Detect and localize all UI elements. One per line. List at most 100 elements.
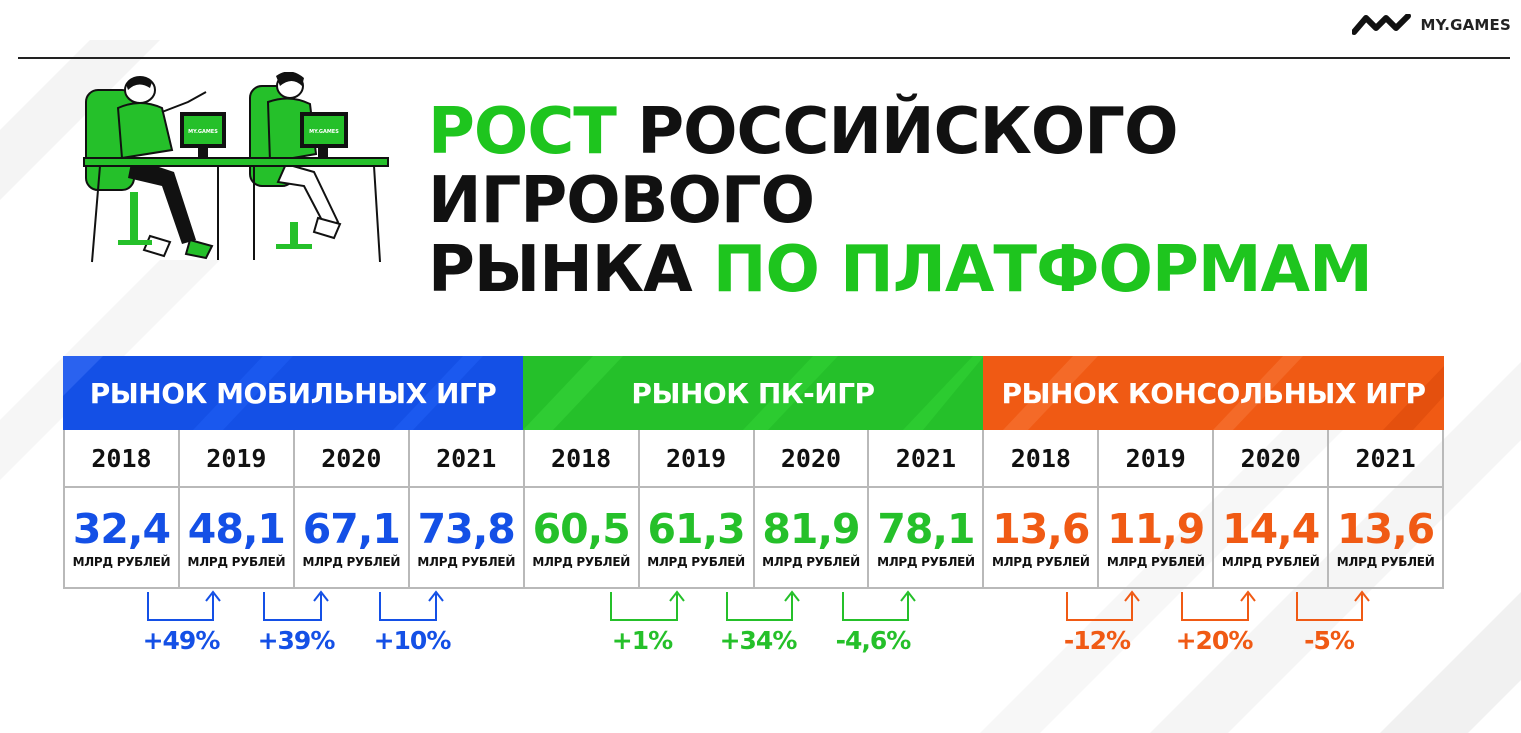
header-console: РЫНОК КОНСОЛЬНЫХ ИГР	[983, 356, 1444, 430]
value-cell: 67,1 МЛРД РУБЛЕЙ	[295, 488, 410, 587]
growth-arrow-line	[263, 592, 322, 621]
growth-arrow-line	[379, 592, 437, 621]
unit-label: МЛРД РУБЛЕЙ	[302, 554, 401, 569]
market-headers: РЫНОК МОБИЛЬНЫХ ИГР РЫНОК ПК-ИГР РЫНОК К…	[63, 356, 1444, 430]
market-table: РЫНОК МОБИЛЬНЫХ ИГР РЫНОК ПК-ИГР РЫНОК К…	[63, 356, 1444, 589]
change-pc-2020: +34%	[719, 626, 798, 655]
unit-label: МЛРД РУБЛЕЙ	[72, 554, 171, 569]
year-label: 2020	[780, 443, 842, 473]
value-cell: 13,6 МЛРД РУБЛЕЙ	[984, 488, 1100, 587]
year-cell: 2019	[1099, 430, 1215, 486]
year-cell: 2020	[295, 430, 410, 486]
unit-label: МЛРД РУБЛЕЙ	[417, 554, 516, 569]
growth-arrow-line	[610, 592, 678, 621]
title-part-1: РОССИЙСКОГО ИГРОВОГО	[428, 95, 1178, 238]
brand-name: MY.GAMES	[1420, 16, 1511, 34]
monitor-logo-right: MY.GAMES	[309, 129, 339, 135]
year-label: 2021	[895, 443, 957, 473]
change-pc-2019: +1%	[611, 626, 673, 655]
brand-logo: MY.GAMES	[1352, 14, 1511, 36]
value-console-2018: 13,6	[992, 504, 1090, 553]
year-cell: 2018	[525, 430, 640, 486]
change-console-2020: +20%	[1175, 626, 1254, 655]
year-label: 2019	[206, 443, 267, 473]
value-cell: 13,6 МЛРД РУБЛЕЙ	[1329, 488, 1442, 587]
growth-arrow-line	[1066, 592, 1133, 621]
value-pc-2019: 61,3	[647, 504, 745, 553]
arrow-head-icon	[669, 590, 685, 602]
value-console-2019: 11,9	[1107, 504, 1205, 553]
value-cell: 81,9 МЛРД РУБЛЕЙ	[755, 488, 870, 587]
year-cell: 2020	[755, 430, 870, 486]
unit-label: МЛРД РУБЛЕЙ	[532, 554, 630, 569]
years-row: 2018 2019 2020 2021 2018 2019 2020 2021 …	[65, 430, 1442, 488]
value-cell: 11,9 МЛРД РУБЛЕЙ	[1099, 488, 1215, 587]
change-console-2021: -5%	[1304, 626, 1355, 655]
arrow-head-icon	[428, 590, 444, 602]
year-label: 2021	[436, 443, 497, 473]
arrow-head-icon	[1124, 590, 1140, 602]
growth-arrow-line	[1181, 592, 1249, 621]
value-cell: 73,8 МЛРД РУБЛЕЙ	[410, 488, 525, 587]
year-label: 2021	[1355, 443, 1416, 473]
year-cell: 2019	[180, 430, 295, 486]
value-cell: 61,3 МЛРД РУБЛЕЙ	[640, 488, 755, 587]
arrow-head-icon	[313, 590, 329, 602]
year-label: 2019	[665, 443, 727, 473]
unit-label: МЛРД РУБЛЕЙ	[647, 554, 745, 569]
change-mobile-2020: +39%	[257, 626, 336, 655]
value-mobile-2019: 48,1	[187, 504, 286, 553]
unit-label: МЛРД РУБЛЕЙ	[877, 554, 975, 569]
title-accent-platforms: ПО ПЛАТФОРМАМ	[712, 233, 1373, 307]
value-mobile-2021: 73,8	[417, 504, 516, 553]
arrow-head-icon	[205, 590, 221, 602]
header-divider	[18, 57, 1510, 59]
unit-label: МЛРД РУБЛЕЙ	[1336, 554, 1435, 569]
year-cell: 2021	[1329, 430, 1442, 486]
unit-label: МЛРД РУБЛЕЙ	[762, 554, 860, 569]
arrow-head-icon	[1354, 590, 1370, 602]
year-label: 2018	[91, 443, 152, 473]
growth-arrow-line	[147, 592, 214, 621]
year-label: 2019	[1125, 443, 1186, 473]
year-cell: 2021	[869, 430, 985, 486]
value-cell: 78,1 МЛРД РУБЛЕЙ	[869, 488, 985, 587]
year-cell: 2018	[65, 430, 180, 486]
monitor-logo-left: MY.GAMES	[188, 129, 218, 135]
year-label: 2018	[551, 443, 612, 473]
unit-label: МЛРД РУБЛЕЙ	[1106, 554, 1205, 569]
value-cell: 60,5 МЛРД РУБЛЕЙ	[525, 488, 640, 587]
year-cell: 2019	[640, 430, 755, 486]
brand-logo-icon	[1352, 14, 1412, 35]
arrow-head-icon	[784, 590, 800, 602]
arrow-head-icon	[1240, 590, 1256, 602]
value-cell: 48,1 МЛРД РУБЛЕЙ	[180, 488, 295, 587]
change-mobile-2019: +49%	[142, 626, 221, 655]
year-cell: 2020	[1214, 430, 1330, 486]
value-mobile-2020: 67,1	[302, 504, 401, 553]
title-accent-growth: РОСТ	[428, 95, 617, 169]
header-mobile: РЫНОК МОБИЛЬНЫХ ИГР	[63, 356, 523, 430]
table-grid: 2018 2019 2020 2021 2018 2019 2020 2021 …	[63, 430, 1444, 589]
year-cell: 2021	[410, 430, 525, 486]
growth-arrow-line	[1296, 592, 1363, 621]
value-pc-2020: 81,9	[762, 504, 860, 553]
year-label: 2018	[1010, 443, 1071, 473]
unit-label: МЛРД РУБЛЕЙ	[187, 554, 286, 569]
growth-arrow-line	[726, 592, 793, 621]
change-mobile-2021: +10%	[373, 626, 452, 655]
value-cell: 14,4 МЛРД РУБЛЕЙ	[1214, 488, 1330, 587]
year-label: 2020	[1240, 443, 1301, 473]
gamers-illustration: MY.GAMES MY.GAMES	[83, 72, 389, 263]
value-console-2021: 13,6	[1337, 504, 1435, 553]
value-console-2020: 14,4	[1222, 504, 1320, 553]
unit-label: МЛРД РУБЛЕЙ	[1221, 554, 1320, 569]
arrow-head-icon	[900, 590, 916, 602]
title-part-2: РЫНКА	[428, 233, 693, 307]
year-label: 2020	[321, 443, 382, 473]
unit-label: МЛРД РУБЛЕЙ	[992, 554, 1090, 569]
year-cell: 2018	[984, 430, 1100, 486]
value-mobile-2018: 32,4	[72, 504, 171, 553]
header-pc: РЫНОК ПК-ИГР	[523, 356, 983, 430]
